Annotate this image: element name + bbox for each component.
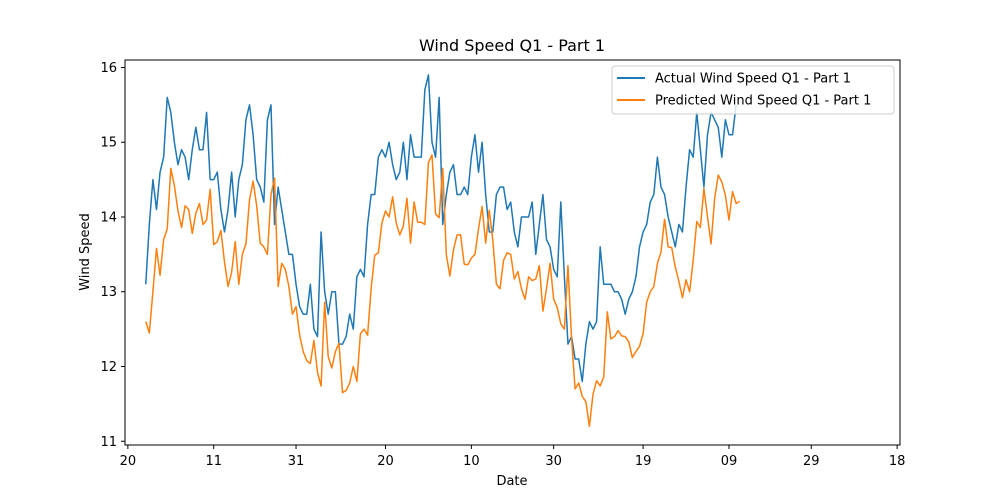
- x-axis: 20 11 31 20 10 30 19 09 29 18: [120, 445, 906, 469]
- x-tick-label: 09: [721, 454, 738, 469]
- x-tick-label: 20: [120, 454, 137, 469]
- y-axis-label: Wind Speed: [78, 213, 93, 291]
- chart-title: Wind Speed Q1 - Part 1: [419, 36, 605, 55]
- x-tick-label: 31: [288, 454, 305, 469]
- plot-area-frame: [124, 59, 901, 446]
- x-tick-label: 19: [635, 454, 652, 469]
- y-tick-label: 13: [100, 285, 117, 300]
- legend-box: [611, 65, 895, 115]
- y-tick-label: 16: [100, 61, 117, 76]
- x-axis-label: Date: [496, 474, 527, 489]
- legend-label: Actual Wind Speed Q1 - Part 1: [655, 72, 851, 87]
- legend-label: Predicted Wind Speed Q1 - Part 1: [655, 94, 871, 109]
- x-tick-label: 29: [803, 454, 820, 469]
- y-tick-label: 15: [100, 136, 117, 151]
- x-tick-label: 11: [205, 454, 222, 469]
- x-tick-label: 10: [463, 454, 480, 469]
- y-tick-label: 11: [100, 435, 117, 450]
- legend: Actual Wind Speed Q1 - Part 1 Predicted W…: [611, 65, 895, 115]
- series-line-predicted: [145, 154, 741, 428]
- series-layer: [145, 74, 741, 428]
- y-tick-label: 14: [100, 210, 117, 225]
- x-tick-label: 20: [377, 454, 394, 469]
- x-tick-label: 30: [545, 454, 562, 469]
- y-tick-label: 12: [100, 360, 117, 375]
- x-tick-label: 18: [889, 454, 906, 469]
- y-axis: 11 12 13 14 15 16: [100, 61, 125, 450]
- series-line-actual: [145, 74, 737, 383]
